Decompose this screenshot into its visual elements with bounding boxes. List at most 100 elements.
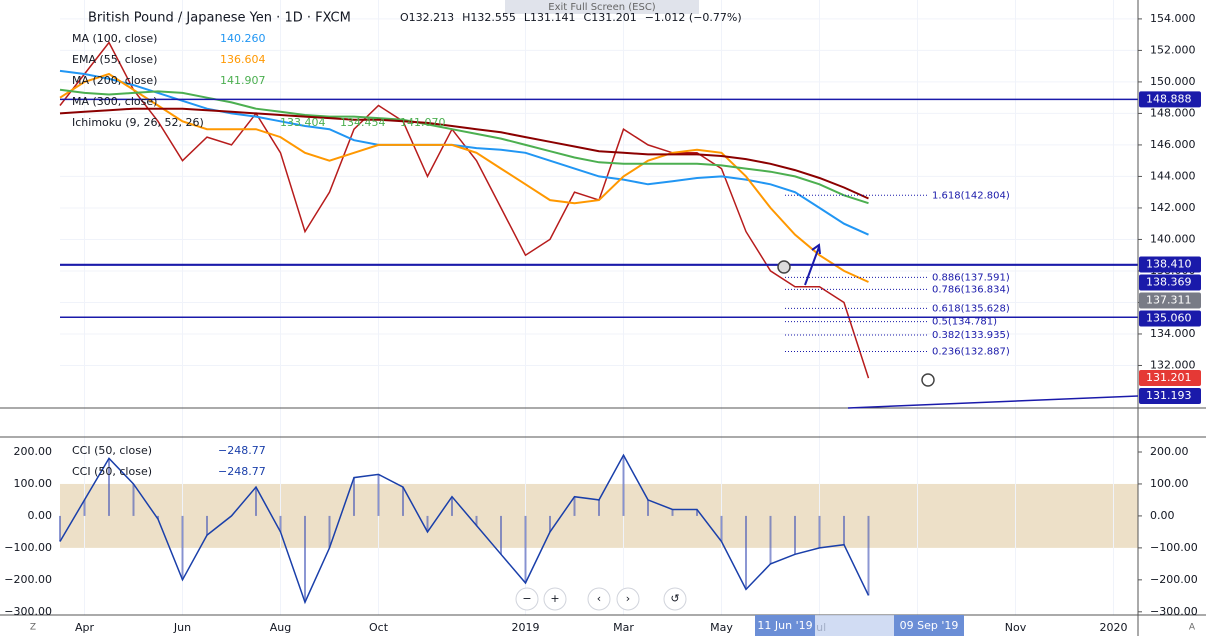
- fib-label: 0.886(137.591): [932, 272, 1010, 283]
- series-line: [59, 88, 869, 205]
- x-tick-label: Aug: [270, 621, 291, 634]
- zoom-in[interactable]: [543, 587, 567, 611]
- y-tick-label: −300.00: [1150, 605, 1198, 618]
- y-tick-label: −100.00: [1150, 541, 1198, 554]
- chart-title: British Pound / Japanese Yen · 1D · FXCM: [88, 11, 351, 26]
- cci-bar: [549, 515, 551, 532]
- zoom-out[interactable]: [515, 587, 539, 611]
- cci-legend: CCI (50, close): [72, 465, 152, 478]
- legend-value: 134.454: [340, 116, 386, 129]
- y-tick-label: −200.00: [1150, 573, 1198, 586]
- scroll-left[interactable]: [587, 587, 611, 611]
- y-tick-label: 154.000: [1150, 12, 1196, 25]
- ohlc: −1.012 (−0.77%): [645, 11, 742, 24]
- y-tick-label: 150.000: [1150, 75, 1196, 88]
- marker: [921, 373, 935, 387]
- price-label: 137.311: [1146, 293, 1192, 306]
- x-tick-label: Nov: [1005, 621, 1027, 634]
- cci-bar: [720, 515, 723, 542]
- date-badge-label: 09 Sep '19: [900, 619, 959, 632]
- fib-label: 0.236(132.887): [932, 346, 1010, 357]
- cci-bar: [794, 515, 796, 555]
- exit-banner[interactable]: [505, 0, 699, 14]
- cci-bar: [867, 515, 870, 596]
- y-tick-label: 0.00: [1150, 509, 1175, 522]
- y-tick-label: 148.000: [1150, 106, 1196, 119]
- price-label: 131.193: [1146, 389, 1192, 402]
- cci-bar: [671, 509, 674, 516]
- series-line: [59, 72, 869, 283]
- cci-bar: [108, 458, 110, 516]
- legend-entry: MA (200, close): [72, 74, 157, 87]
- price-label-bg: [1139, 388, 1201, 405]
- ohlc: C131.201: [584, 11, 637, 24]
- cci-bar: [304, 515, 306, 603]
- y-tick-label: 100.00: [14, 477, 53, 490]
- cci-bar: [59, 515, 61, 542]
- plot-layer: [59, 0, 1138, 615]
- fib-label: 1.618(142.804): [932, 190, 1010, 201]
- arrow: [804, 243, 821, 286]
- fib-label: 0.382(133.935): [932, 330, 1010, 341]
- y-tick-label: −300.00: [4, 605, 52, 618]
- cci-bar: [475, 515, 478, 526]
- x-tick-label: Jun: [173, 621, 191, 634]
- price-label-bg: [1139, 274, 1201, 291]
- legend-value: 136.604: [220, 53, 266, 66]
- icon: ‹: [597, 592, 601, 605]
- cci-value: −248.77: [218, 444, 266, 457]
- date-badge: [755, 615, 815, 636]
- icon: ›: [626, 592, 630, 605]
- price-label: 138.410: [1146, 257, 1192, 270]
- icon: ↺: [670, 592, 679, 605]
- cci-bar: [622, 455, 625, 516]
- cci-bar: [132, 483, 135, 516]
- series-line: [59, 69, 869, 236]
- corner-icon[interactable]: A: [1189, 623, 1196, 633]
- series-line: [59, 107, 869, 200]
- cci-bar: [426, 515, 429, 532]
- cci-bar: [157, 515, 159, 520]
- corner-icon[interactable]: Z: [30, 623, 36, 633]
- y-tick-label: 144.000: [1150, 169, 1196, 182]
- cci-bar: [328, 515, 331, 548]
- cci-value: −248.77: [218, 465, 266, 478]
- y-tick-label: 142.000: [1150, 201, 1196, 214]
- cci-bar: [524, 515, 527, 584]
- x-tick-label: 2020: [1100, 621, 1128, 634]
- y-tick-label: −100.00: [4, 541, 52, 554]
- fib-label: 0.5(134.781): [932, 317, 997, 328]
- range-highlight: [815, 615, 894, 636]
- legend-entry: MA (300, close): [72, 95, 157, 108]
- cci-bar: [451, 496, 453, 516]
- cci-bar: [500, 515, 502, 555]
- price-label-bg: [1139, 310, 1201, 327]
- y-tick-label: 152.000: [1150, 43, 1196, 56]
- trend-line: [847, 395, 1139, 409]
- series-line: [59, 453, 870, 605]
- y-tick-label: 0.00: [28, 509, 53, 522]
- cci-bar: [353, 477, 355, 516]
- price-label-bg: [1139, 256, 1201, 273]
- exit-text[interactable]: Exit Full Screen (ESC): [548, 2, 656, 13]
- scroll-right[interactable]: [616, 587, 640, 611]
- price-label: 138.369: [1146, 275, 1192, 288]
- icon: −: [522, 592, 531, 605]
- price-label: 148.888: [1146, 92, 1192, 105]
- fib-label: 0.786(136.834): [932, 284, 1010, 295]
- cci-bar: [83, 499, 86, 516]
- legend-entry: MA (100, close): [72, 32, 157, 45]
- x-tick-label: May: [710, 621, 733, 634]
- cci-bar: [573, 496, 576, 516]
- price-label-bg: [1139, 292, 1201, 309]
- y-tick-label: 200.00: [1150, 445, 1189, 458]
- legend-entry: EMA (55, close): [72, 53, 157, 66]
- cci-bar: [647, 499, 649, 516]
- x-tick-label: Oct: [369, 621, 389, 634]
- series-line: [59, 41, 870, 379]
- cci-bar: [255, 487, 257, 516]
- cci-bar: [745, 515, 747, 590]
- reset[interactable]: [663, 587, 687, 611]
